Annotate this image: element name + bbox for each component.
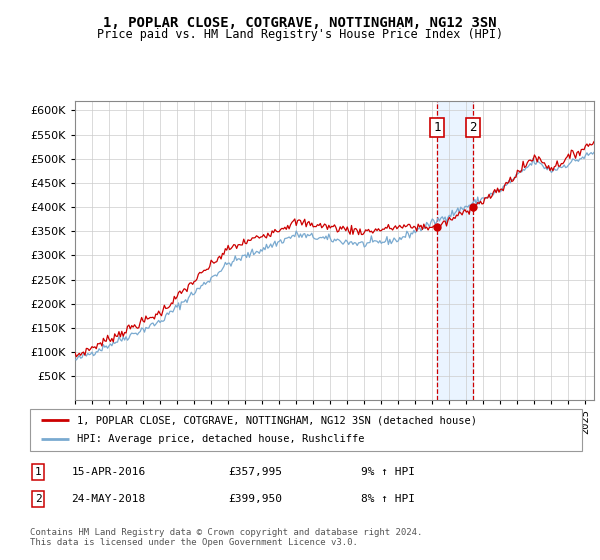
Text: 1: 1 xyxy=(434,121,441,134)
Text: 9% ↑ HPI: 9% ↑ HPI xyxy=(361,467,415,477)
Text: 1, POPLAR CLOSE, COTGRAVE, NOTTINGHAM, NG12 3SN: 1, POPLAR CLOSE, COTGRAVE, NOTTINGHAM, N… xyxy=(103,16,497,30)
Text: 2: 2 xyxy=(469,121,477,134)
Text: £399,950: £399,950 xyxy=(229,494,283,504)
Text: 1, POPLAR CLOSE, COTGRAVE, NOTTINGHAM, NG12 3SN (detached house): 1, POPLAR CLOSE, COTGRAVE, NOTTINGHAM, N… xyxy=(77,415,477,425)
Text: 2: 2 xyxy=(35,494,41,504)
Text: 8% ↑ HPI: 8% ↑ HPI xyxy=(361,494,415,504)
Text: Contains HM Land Registry data © Crown copyright and database right 2024.: Contains HM Land Registry data © Crown c… xyxy=(30,528,422,536)
Text: HPI: Average price, detached house, Rushcliffe: HPI: Average price, detached house, Rush… xyxy=(77,435,364,445)
Text: This data is licensed under the Open Government Licence v3.0.: This data is licensed under the Open Gov… xyxy=(30,538,358,547)
Text: £357,995: £357,995 xyxy=(229,467,283,477)
Text: 24-MAY-2018: 24-MAY-2018 xyxy=(71,494,146,504)
Text: 15-APR-2016: 15-APR-2016 xyxy=(71,467,146,477)
Bar xyxy=(437,101,473,400)
Text: Price paid vs. HM Land Registry's House Price Index (HPI): Price paid vs. HM Land Registry's House … xyxy=(97,28,503,41)
Text: 1: 1 xyxy=(35,467,41,477)
